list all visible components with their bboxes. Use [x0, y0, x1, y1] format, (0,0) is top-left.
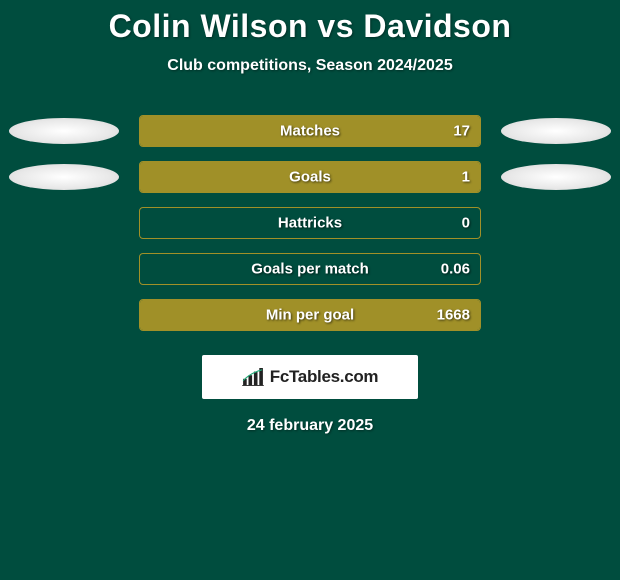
- bar-chart-icon: [242, 368, 264, 386]
- date-text: 24 february 2025: [0, 417, 620, 435]
- stat-bar: Hattricks 0: [139, 207, 481, 239]
- stat-label: Matches: [280, 123, 340, 140]
- stat-label: Min per goal: [266, 307, 354, 324]
- ellipse-spacer: [9, 256, 119, 282]
- stat-row: Min per goal 1668: [0, 299, 620, 331]
- fctables-badge[interactable]: FcTables.com: [202, 355, 418, 399]
- stat-bar: Goals 1: [139, 161, 481, 193]
- stat-value: 0: [462, 215, 470, 232]
- subtitle: Club competitions, Season 2024/2025: [0, 57, 620, 75]
- stat-value: 1: [462, 169, 470, 186]
- stat-row: Goals per match 0.06: [0, 253, 620, 285]
- ellipse-spacer: [9, 210, 119, 236]
- player-right-ellipse: [501, 164, 611, 190]
- stat-bar: Min per goal 1668: [139, 299, 481, 331]
- stat-label: Hattricks: [278, 215, 342, 232]
- player-left-ellipse: [9, 164, 119, 190]
- stat-label: Goals: [289, 169, 331, 186]
- stat-row: Matches 17: [0, 115, 620, 147]
- stat-value: 17: [453, 123, 470, 140]
- page-title: Colin Wilson vs Davidson: [0, 8, 620, 45]
- stat-label: Goals per match: [251, 261, 369, 278]
- stat-bar: Goals per match 0.06: [139, 253, 481, 285]
- stat-value: 0.06: [441, 261, 470, 278]
- player-right-ellipse: [501, 118, 611, 144]
- stat-bar: Matches 17: [139, 115, 481, 147]
- player-left-ellipse: [9, 118, 119, 144]
- stat-value: 1668: [437, 307, 470, 324]
- stat-row: Goals 1: [0, 161, 620, 193]
- ellipse-spacer: [9, 302, 119, 328]
- ellipse-spacer: [501, 256, 611, 282]
- ellipse-spacer: [501, 302, 611, 328]
- stat-row: Hattricks 0: [0, 207, 620, 239]
- ellipse-spacer: [501, 210, 611, 236]
- badge-text: FcTables.com: [270, 367, 379, 387]
